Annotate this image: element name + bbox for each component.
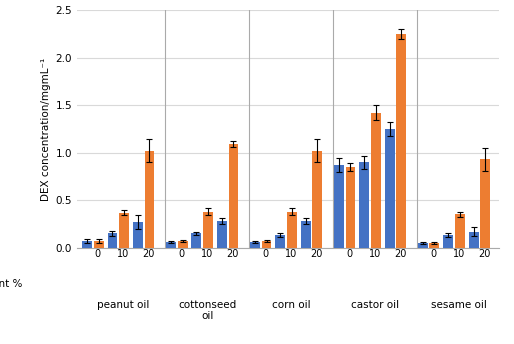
Bar (166, 242, 176, 248)
Bar (287, 212, 297, 248)
Bar (345, 167, 356, 248)
Bar (301, 221, 311, 248)
Bar (469, 232, 479, 248)
Bar (133, 222, 143, 248)
Text: peanut oil: peanut oil (97, 300, 150, 310)
Bar (250, 242, 260, 248)
Bar (203, 212, 213, 248)
Bar (217, 221, 227, 248)
Bar (334, 165, 344, 248)
Bar (313, 151, 322, 248)
Bar (430, 243, 439, 248)
Text: cosolvent %: cosolvent % (0, 279, 23, 289)
Bar (396, 34, 407, 248)
Bar (144, 151, 154, 248)
Bar (276, 235, 285, 248)
Bar (119, 213, 129, 248)
Bar (371, 113, 381, 248)
Bar (385, 129, 395, 248)
Bar (94, 241, 103, 248)
Bar (455, 214, 465, 248)
Bar (481, 159, 490, 248)
Bar (178, 241, 188, 248)
Bar (262, 241, 271, 248)
Bar (192, 234, 201, 248)
Bar (444, 235, 453, 248)
Text: corn oil: corn oil (272, 300, 310, 310)
Bar (82, 241, 92, 248)
Bar (359, 162, 370, 248)
Y-axis label: DEX concentration/mgmL⁻¹: DEX concentration/mgmL⁻¹ (42, 57, 51, 201)
Bar (107, 234, 117, 248)
Text: sesame oil: sesame oil (431, 300, 487, 310)
Text: castor oil: castor oil (351, 300, 399, 310)
Text: cottonseed
oil: cottonseed oil (178, 300, 236, 322)
Bar (418, 243, 428, 248)
Bar (229, 144, 238, 248)
